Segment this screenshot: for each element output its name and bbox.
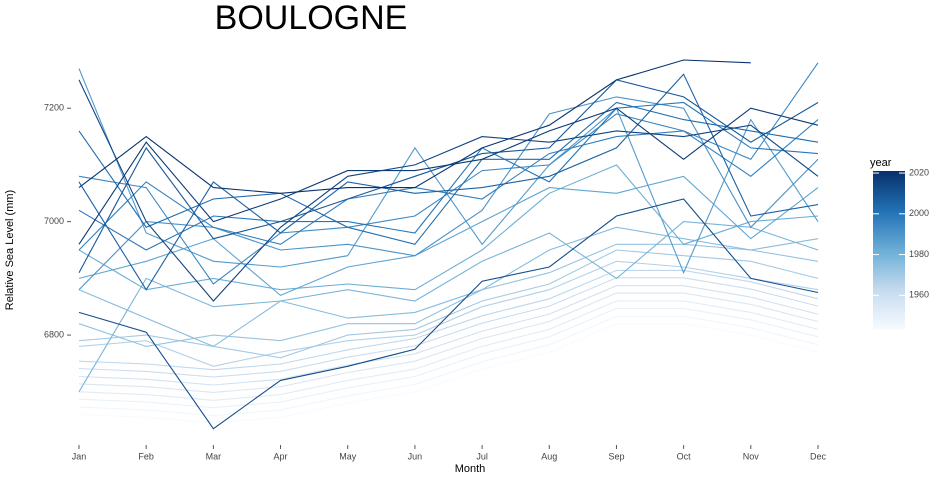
x-tick-label: Jun (408, 451, 423, 461)
series-line (78, 221, 819, 393)
series-line (78, 59, 751, 194)
colorbar-tick-label: 2020 (909, 167, 929, 177)
x-tick-label: May (339, 451, 357, 461)
series-line (78, 323, 819, 424)
x-tick-label: Dec (810, 451, 827, 461)
series-line (78, 307, 819, 409)
series-line (78, 73, 819, 291)
series-line (78, 96, 819, 291)
series-line (78, 119, 819, 251)
y-tick-label: 7000 (44, 216, 64, 226)
colorbar-tick-label: 1980 (909, 249, 929, 259)
series-line (78, 107, 819, 245)
y-tick-label: 6800 (44, 329, 64, 339)
x-axis-title: Month (455, 463, 486, 475)
series-line (78, 292, 819, 393)
series-line (78, 79, 819, 302)
series-line (78, 79, 819, 273)
x-tick-label: Feb (138, 451, 154, 461)
x-tick-label: Sep (608, 451, 624, 461)
series-line (78, 175, 819, 297)
x-tick-label: Oct (677, 451, 692, 461)
series-line (78, 285, 819, 386)
series-line (78, 68, 819, 275)
lines (78, 59, 819, 430)
y-axis-title: Relative Sea Level (mm) (4, 190, 16, 310)
series-line (78, 277, 819, 378)
x-tick-label: Jul (476, 451, 488, 461)
series-line (78, 62, 819, 285)
series-line (78, 243, 819, 347)
series-line (78, 300, 819, 401)
series-line (78, 101, 819, 245)
series-line (78, 226, 819, 348)
colorbar (873, 171, 905, 330)
x-tick-label: Jan (72, 451, 87, 461)
x-tick-label: Apr (274, 451, 288, 461)
series-line (78, 198, 819, 430)
x-tick-label: Nov (743, 451, 760, 461)
chart-title: BOULOGNE (215, 0, 408, 37)
y-tick-label: 7200 (44, 103, 64, 113)
series-line (78, 249, 819, 359)
series-line (78, 269, 819, 371)
x-tick-label: Aug (541, 451, 557, 461)
colorbar-tick-label: 1960 (909, 290, 929, 300)
series-line (78, 164, 819, 291)
colorbar-tick-label: 2000 (909, 208, 929, 218)
legend-title: year (870, 157, 892, 169)
series-line (78, 315, 819, 417)
x-tick-label: Mar (206, 451, 222, 461)
series-line (78, 260, 819, 367)
